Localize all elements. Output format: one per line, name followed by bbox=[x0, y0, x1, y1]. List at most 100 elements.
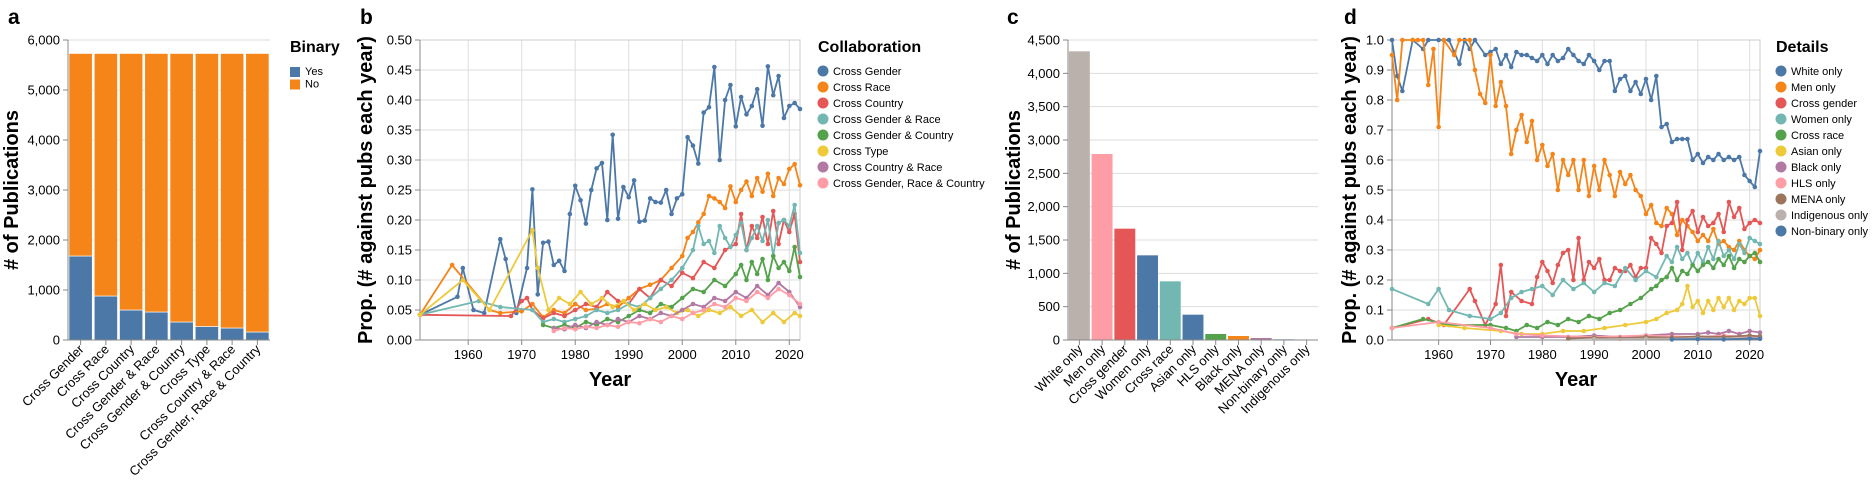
point-cross-gender-race-country bbox=[583, 324, 589, 330]
point-cross-race bbox=[1669, 265, 1675, 271]
d-legend-swatch-asian-only bbox=[1775, 145, 1787, 157]
point-cross-gender bbox=[481, 310, 487, 316]
point-men-only bbox=[1643, 211, 1649, 217]
c-ytick-label: 3,000 bbox=[1027, 133, 1060, 148]
c-ytick-label: 2,500 bbox=[1027, 166, 1060, 181]
point-women-only bbox=[1529, 286, 1535, 292]
d-ytick-label: 0.7 bbox=[1366, 123, 1384, 138]
point-asian-only bbox=[1705, 298, 1711, 304]
point-cross-gender-country bbox=[690, 286, 696, 292]
point-cross-gender-race bbox=[583, 313, 589, 319]
point-white-only bbox=[1654, 73, 1659, 79]
point-cross-race bbox=[1628, 301, 1633, 307]
point-cross-gender bbox=[1591, 265, 1597, 271]
d-ytick-label: 0.2 bbox=[1366, 273, 1384, 288]
point-cross-race bbox=[797, 182, 803, 188]
point-cross-gender bbox=[1571, 277, 1576, 283]
point-cross-type bbox=[792, 310, 797, 316]
point-cross-gender bbox=[1747, 220, 1752, 226]
panel-b-line-chart: 0.00 0.05 0.10 0.15 0.20 0.25 0.30 0.35 0.40 0.45… bbox=[355, 33, 985, 392]
point-cross-race bbox=[690, 229, 696, 235]
point-cross-type bbox=[663, 304, 669, 310]
point-white-only bbox=[1576, 58, 1581, 64]
point-black-only bbox=[1757, 330, 1763, 335]
point-white-only bbox=[1731, 157, 1737, 163]
b-legend-swatch-cross-country-race bbox=[817, 161, 829, 173]
point-cross-gender-race-country bbox=[562, 325, 567, 331]
point-asian-only bbox=[1711, 307, 1716, 313]
b-legend-swatch-cross-race bbox=[817, 81, 829, 93]
bar-cross-type-no bbox=[194, 53, 219, 327]
point-cross-gender bbox=[1498, 262, 1504, 268]
point-hls-only bbox=[1389, 325, 1395, 331]
point-cross-country-race bbox=[712, 295, 717, 301]
c-ytick-label: 2,000 bbox=[1027, 199, 1060, 214]
point-cross-type bbox=[631, 307, 637, 313]
point-cross-gender-race bbox=[658, 286, 664, 292]
point-white-only bbox=[1705, 154, 1711, 160]
b-ytick-label: 0.05 bbox=[387, 303, 412, 318]
point-men-only bbox=[1576, 187, 1581, 193]
point-cross-gender-race bbox=[728, 244, 733, 250]
point-women-only bbox=[1612, 283, 1618, 289]
point-cross-country bbox=[572, 307, 578, 313]
point-men-only bbox=[1752, 256, 1758, 262]
point-men-only bbox=[1514, 127, 1519, 133]
point-cross-gender-race-country bbox=[776, 286, 781, 292]
d-legend-swatch-cross-gender bbox=[1775, 97, 1787, 109]
point-men-only bbox=[1711, 226, 1716, 232]
point-white-only bbox=[1586, 52, 1592, 58]
point-cross-race bbox=[1503, 325, 1509, 331]
b-legend-label-cross-country: Cross Country bbox=[833, 98, 904, 110]
b-ytick-label: 0.35 bbox=[387, 123, 412, 138]
point-men-only bbox=[1602, 157, 1607, 163]
point-cross-gender-country bbox=[765, 277, 771, 283]
point-cross-race bbox=[1721, 262, 1727, 268]
point-men-only bbox=[1757, 247, 1763, 253]
point-cross-gender-race-country bbox=[615, 324, 621, 330]
point-cross-type bbox=[460, 277, 466, 283]
point-men-only bbox=[1441, 37, 1447, 43]
point-cross-gender-race-country bbox=[637, 320, 642, 326]
point-cross-gender-race-country bbox=[701, 307, 706, 313]
point-cross-gender bbox=[642, 218, 648, 223]
c-ytick-label: 4,000 bbox=[1027, 66, 1060, 81]
point-men-only bbox=[1705, 238, 1711, 244]
point-cross-gender bbox=[770, 92, 776, 98]
bar-cross-gender-race-no bbox=[144, 53, 169, 313]
point-cross-gender bbox=[1752, 217, 1758, 223]
point-cross-gender-race bbox=[572, 316, 578, 322]
point-men-only bbox=[1540, 142, 1545, 148]
point-cross-type bbox=[770, 310, 776, 316]
point-cross-gender bbox=[712, 64, 717, 70]
b-ytick-label: 0.50 bbox=[387, 33, 412, 48]
point-cross-gender bbox=[744, 112, 749, 117]
point-cross-gender bbox=[701, 110, 706, 115]
point-cross-gender-race bbox=[701, 241, 706, 247]
bar-cross-gender-yes bbox=[68, 255, 93, 341]
point-women-only bbox=[1508, 295, 1514, 301]
point-women-only bbox=[1721, 253, 1727, 259]
b-ytick-label: 0.25 bbox=[387, 183, 412, 198]
point-cross-gender-race-country bbox=[658, 319, 664, 325]
point-cross-gender bbox=[524, 265, 530, 271]
point-cross-gender bbox=[1560, 250, 1566, 256]
point-white-only bbox=[1622, 73, 1628, 79]
d-xtick-label: 1980 bbox=[1528, 347, 1557, 362]
point-cross-race bbox=[1617, 307, 1623, 313]
point-men-only bbox=[1664, 205, 1670, 211]
point-white-only bbox=[1617, 76, 1623, 82]
b-xtick-label: 1960 bbox=[454, 347, 483, 362]
point-cross-country bbox=[551, 310, 557, 316]
point-cross-gender bbox=[1576, 235, 1581, 241]
d-legend-swatch-mena-only bbox=[1775, 193, 1787, 205]
point-cross-race bbox=[1726, 253, 1732, 259]
point-cross-race bbox=[497, 310, 503, 316]
point-cross-race bbox=[1731, 265, 1737, 271]
point-white-only bbox=[1602, 58, 1607, 64]
point-cross-type bbox=[487, 307, 492, 313]
b-legend-swatch-cross-type bbox=[817, 145, 829, 157]
point-cross-gender bbox=[679, 191, 685, 197]
point-cross-gender-country bbox=[669, 304, 674, 310]
point-men-only bbox=[1591, 163, 1597, 169]
